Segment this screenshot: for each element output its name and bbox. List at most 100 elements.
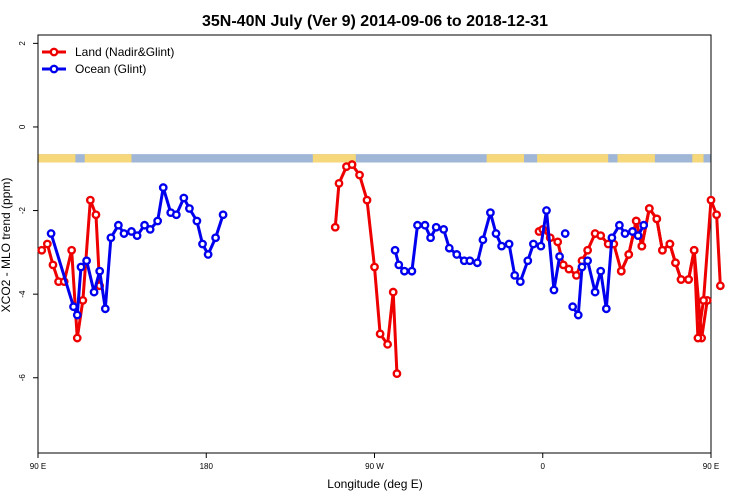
data-point <box>407 266 417 276</box>
data-point <box>577 262 587 272</box>
data-point <box>153 216 163 226</box>
data-point <box>171 210 181 220</box>
data-point <box>583 256 593 266</box>
data-point <box>652 214 662 224</box>
data-point <box>671 258 680 268</box>
data-point <box>616 266 626 276</box>
data-point <box>590 287 600 297</box>
data-point <box>478 235 488 245</box>
data-point <box>596 266 606 276</box>
data-point <box>491 229 501 238</box>
data-point <box>564 264 574 274</box>
data-point <box>78 296 88 305</box>
data-point <box>69 302 78 312</box>
data-point <box>497 241 507 251</box>
data-point <box>596 231 606 241</box>
data-point <box>420 220 430 230</box>
data-point <box>542 206 551 215</box>
data-point <box>89 287 99 297</box>
data-point <box>620 229 630 238</box>
data-point <box>390 245 400 255</box>
data-point <box>560 229 570 238</box>
data-point <box>633 231 643 241</box>
x-tick-label: 90 E <box>30 462 46 471</box>
data-point <box>614 220 624 230</box>
y-tick-label: -6 <box>18 374 27 382</box>
data-point <box>67 245 77 255</box>
data-point <box>549 285 559 295</box>
land-strip-segment <box>617 154 655 163</box>
land-strip-segment <box>312 154 356 163</box>
data-point <box>95 266 105 276</box>
data-point <box>334 178 344 188</box>
data-point <box>198 239 207 249</box>
data-point <box>72 333 82 343</box>
data-point <box>37 245 47 255</box>
data-point <box>85 195 95 205</box>
data-point <box>192 216 202 226</box>
data-point <box>601 304 611 314</box>
data-point <box>555 252 564 261</box>
data-point <box>388 287 398 297</box>
data-point <box>693 333 703 343</box>
data-point <box>100 304 110 314</box>
data-point <box>515 277 525 287</box>
data-point <box>689 245 699 255</box>
data-point <box>383 339 392 349</box>
data-point <box>644 204 654 213</box>
data-point <box>472 258 482 268</box>
legend: Land (Nadir&Glint) Ocean (Glint) <box>42 45 174 76</box>
land-strip-segment <box>537 154 609 163</box>
series-land <box>37 160 725 378</box>
y-axis-ticks: 2 0 -2 -4 -6 <box>18 41 38 382</box>
data-point <box>706 195 716 205</box>
series-line <box>49 186 225 317</box>
x-tick-label: 90 E <box>703 462 719 471</box>
data-point <box>82 256 92 266</box>
data-point <box>400 266 409 276</box>
data-point <box>536 241 546 251</box>
data-point <box>452 250 462 259</box>
y-tick-label: -4 <box>18 290 27 298</box>
data-point <box>179 193 189 203</box>
data-point <box>657 245 667 255</box>
data-point <box>529 239 538 249</box>
data-point <box>637 241 647 251</box>
data-point <box>607 233 617 243</box>
data-point <box>504 239 514 249</box>
ocean-strip <box>38 154 711 163</box>
data-point <box>76 262 86 272</box>
series-line <box>40 198 102 340</box>
data-point <box>218 210 228 220</box>
legend-marker <box>49 64 59 74</box>
y-axis-label: XCO2 - MLO trend (ppm) <box>0 178 13 313</box>
y-tick-label: 2 <box>18 41 27 46</box>
legend-label: Land (Nadir&Glint) <box>75 45 174 59</box>
data-point <box>91 210 101 220</box>
data-point <box>431 222 441 232</box>
series-layer <box>37 160 725 378</box>
data-point <box>375 329 385 339</box>
data-point <box>712 210 722 220</box>
data-point <box>628 227 637 236</box>
data-point <box>573 310 583 320</box>
data-point <box>140 220 149 230</box>
data-point <box>444 243 454 253</box>
data-point <box>42 239 52 249</box>
data-point <box>553 237 563 247</box>
data-point <box>392 369 402 378</box>
data-point <box>624 250 634 259</box>
data-point <box>715 281 725 291</box>
data-point <box>119 229 129 238</box>
data-point <box>523 256 533 266</box>
land-strip-segment <box>84 154 132 163</box>
series-ocean <box>46 183 649 320</box>
data-point <box>684 275 693 284</box>
data-point <box>145 224 155 234</box>
data-point <box>113 220 123 230</box>
data-point <box>558 260 568 270</box>
x-tick-label: 0 <box>541 462 546 471</box>
data-point <box>631 216 641 226</box>
x-axis-label: Longitude (deg E) <box>327 477 422 491</box>
